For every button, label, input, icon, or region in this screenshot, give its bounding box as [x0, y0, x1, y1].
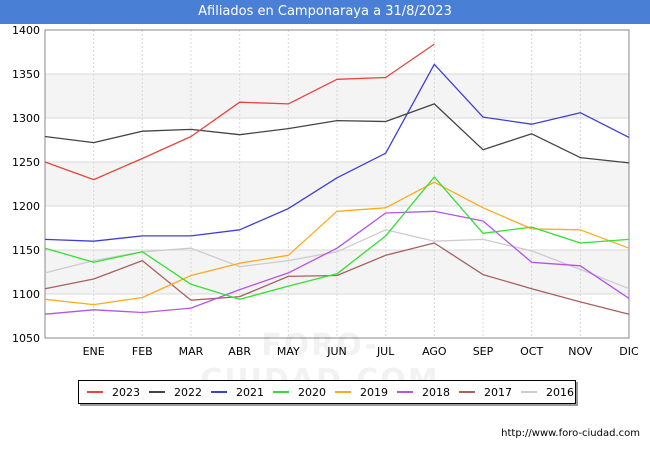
y-tick-label: 1100	[12, 288, 40, 301]
legend-swatch	[521, 391, 537, 393]
y-tick-label: 1350	[12, 68, 40, 81]
x-tick-label: AGO	[422, 345, 447, 358]
x-tick-label: ABR	[228, 345, 251, 358]
series-line-2023	[44, 43, 435, 181]
legend-label: 2019	[360, 385, 388, 399]
series-line-2022	[44, 103, 630, 164]
x-tick-label: MAR	[179, 345, 204, 358]
legend-item-2019: 2019	[335, 381, 388, 403]
legend-item-2022: 2022	[149, 381, 202, 403]
legend-swatch	[459, 391, 475, 393]
y-tick-label: 1150	[12, 244, 40, 257]
x-tick-label: OCT	[520, 345, 543, 358]
x-tick-label: SEP	[473, 345, 494, 358]
legend-label: 2018	[422, 385, 450, 399]
y-tick-label: 1300	[12, 112, 40, 125]
legend-item-2017: 2017	[459, 381, 512, 403]
legend-swatch	[87, 391, 103, 393]
x-tick-label: JUL	[376, 345, 395, 358]
x-tick-label: FEB	[132, 345, 153, 358]
legend-label: 2021	[236, 385, 264, 399]
series-line-2018	[44, 210, 630, 315]
legend-item-2021: 2021	[211, 381, 264, 403]
legend-item-2018: 2018	[397, 381, 450, 403]
series-line-2017	[44, 242, 630, 315]
legend-item-2020: 2020	[273, 381, 326, 403]
chart-title: Afiliados en Camponaraya a 31/8/2023	[198, 4, 452, 19]
x-tick-label: JUN	[326, 345, 347, 358]
series-line-2019	[44, 181, 630, 306]
legend-swatch	[397, 391, 413, 393]
series-line-2021	[44, 63, 630, 242]
legend-swatch	[149, 391, 165, 393]
y-tick-label: 1250	[12, 156, 40, 169]
legend-swatch	[211, 391, 227, 393]
y-tick-label: 1400	[12, 24, 40, 37]
y-tick-label: 1050	[12, 332, 40, 345]
y-tick-label: 1200	[12, 200, 40, 213]
legend-item-2023: 2023	[87, 381, 140, 403]
x-tick-label: MAY	[277, 345, 300, 358]
legend-label: 2022	[174, 385, 202, 399]
footer-url[interactable]: http://www.foro-ciudad.com	[501, 428, 640, 439]
series-line-2020	[44, 176, 630, 300]
x-tick-label: DIC	[619, 345, 639, 358]
legend-label: 2017	[484, 385, 512, 399]
x-tick-label: NOV	[568, 345, 593, 358]
legend-swatch	[335, 391, 351, 393]
legend-label: 2016	[546, 385, 574, 399]
title-bar	[0, 0, 650, 24]
plot-frame	[44, 29, 630, 339]
legend: 2023 2022 2021 2020 2019 2018 2017 2016	[78, 380, 576, 404]
legend-item-2016: 2016	[521, 381, 574, 403]
legend-swatch	[273, 391, 289, 393]
x-tick-label: ENE	[83, 345, 105, 358]
legend-label: 2020	[298, 385, 326, 399]
legend-label: 2023	[112, 385, 140, 399]
